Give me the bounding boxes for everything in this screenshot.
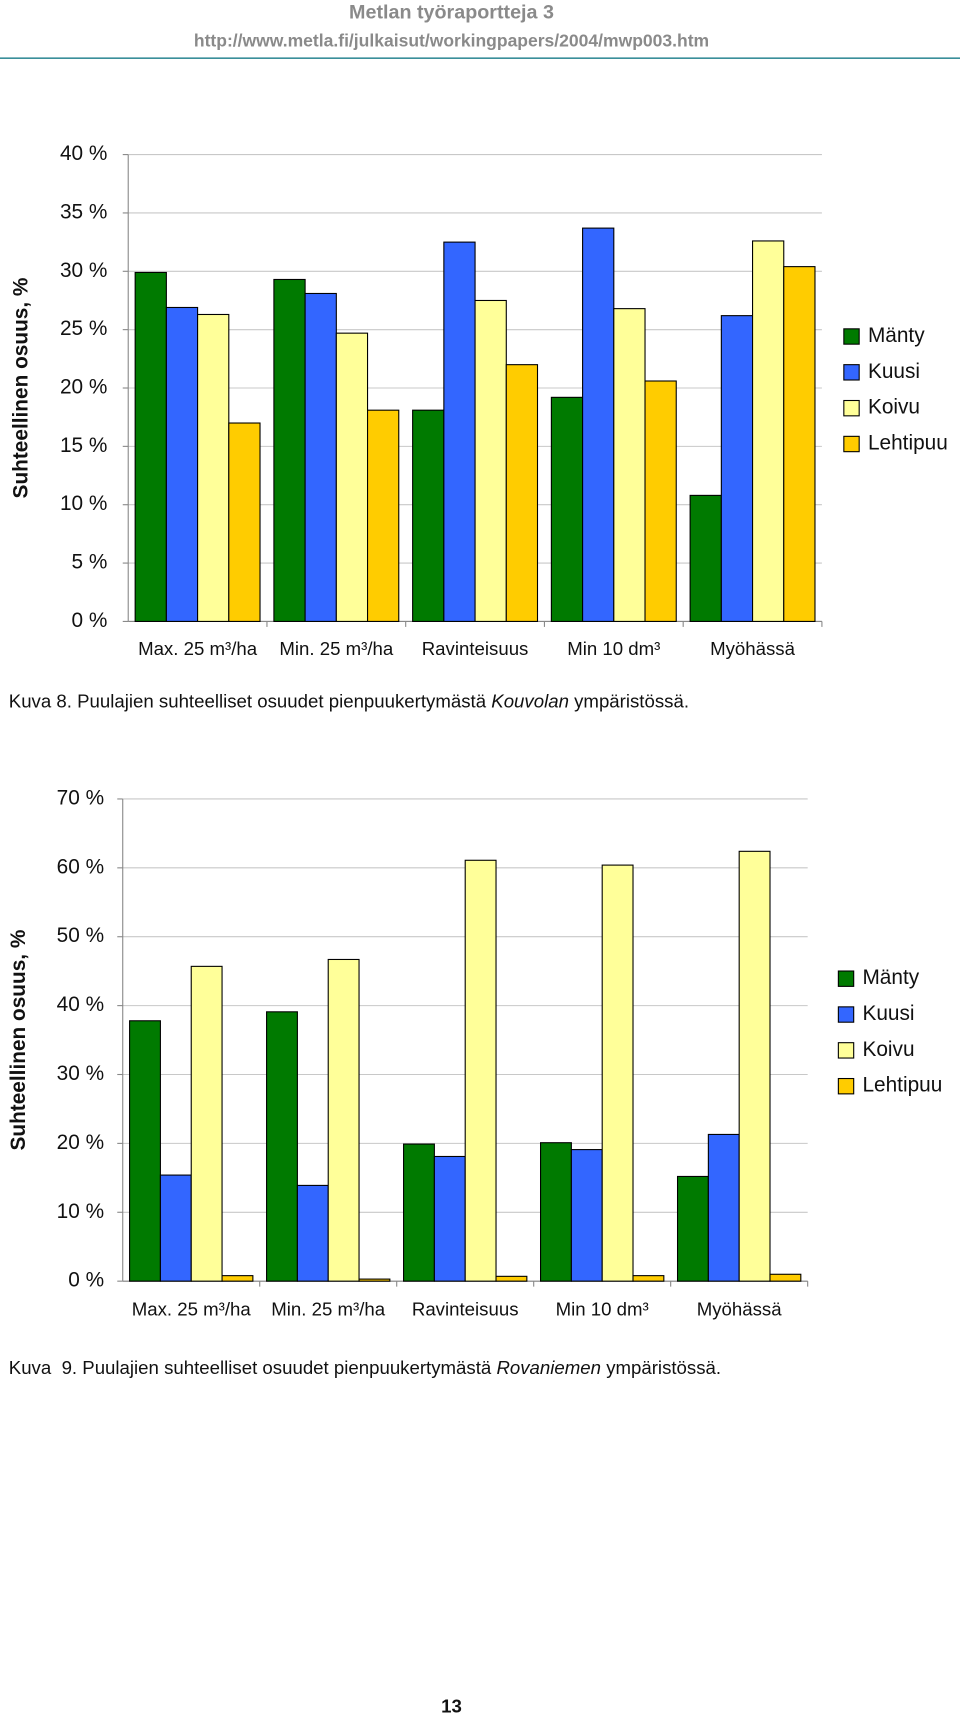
bar <box>505 364 539 622</box>
y-tick-label: 5 % <box>72 551 108 574</box>
bar <box>304 292 337 622</box>
caption-part: ympäristössä. <box>601 1357 721 1378</box>
bar <box>707 1133 740 1282</box>
y-tick-label: 30 % <box>57 1062 104 1085</box>
y-axis-label: Suhteellinen osuus, % <box>7 930 30 1151</box>
legend-swatch <box>843 399 860 417</box>
bar <box>582 227 615 622</box>
y-tick-label: 60 % <box>57 855 104 878</box>
legend-label: Koivu <box>862 1038 914 1061</box>
bar <box>190 965 223 1282</box>
legend-swatch <box>843 328 860 345</box>
bar <box>273 278 306 622</box>
bar <box>358 1278 391 1282</box>
caption-part: Kuva 8. Puulajien suhteelliset osuudet p… <box>9 690 492 711</box>
x-tick-label: Max. 25 m³/ha <box>132 1299 252 1320</box>
y-tick-label: 10 % <box>60 492 107 515</box>
page-number: 13 <box>441 1695 462 1713</box>
bar <box>644 380 677 622</box>
bar <box>601 864 634 1282</box>
bar <box>738 850 771 1282</box>
bar <box>335 332 369 622</box>
y-tick-label: 35 % <box>60 200 107 223</box>
legend-swatch <box>837 1042 855 1059</box>
bar <box>550 396 584 622</box>
y-tick-label: 20 % <box>57 1131 104 1154</box>
y-tick-label: 20 % <box>60 376 107 399</box>
x-tick-label: Min 10 dm³ <box>556 1299 649 1320</box>
x-tick-label: Min. 25 m³/ha <box>279 638 394 659</box>
bar <box>613 308 646 622</box>
y-tick-label: 50 % <box>57 924 104 947</box>
bar <box>366 409 400 622</box>
bar <box>129 1020 161 1282</box>
legend-swatch <box>843 364 860 381</box>
bar <box>720 315 754 622</box>
legend-swatch <box>837 1006 855 1023</box>
caption-part: Kouvolan <box>491 690 569 711</box>
legend-label: Lehtipuu <box>868 432 948 455</box>
bar <box>443 241 476 622</box>
bar <box>474 299 507 622</box>
y-tick-label: 0 % <box>72 609 108 632</box>
y-tick-label: 0 % <box>68 1269 104 1292</box>
bar <box>433 1155 466 1282</box>
y-tick-label: 40 % <box>60 142 107 165</box>
x-tick-label: Max. 25 m³/ha <box>138 638 258 659</box>
caption-part: Kuva 9. Puulajien suhteelliset osuudet p… <box>9 1357 497 1378</box>
legend-swatch <box>837 1077 855 1095</box>
legend-swatch <box>837 970 855 987</box>
bar <box>689 494 722 622</box>
y-axis-label: Suhteellinen osuus, % <box>9 278 32 499</box>
caption: Kuva 9. Puulajien suhteelliset osuudet p… <box>9 1357 721 1378</box>
bar <box>464 859 497 1282</box>
legend-label: Mänty <box>868 324 925 347</box>
bar <box>412 409 445 622</box>
header-title: Metlan työraportteja 3 <box>349 1 554 23</box>
legend-label: Mänty <box>862 966 919 989</box>
x-tick-label: Myöhässä <box>710 638 796 659</box>
caption-part: Rovaniemen <box>496 1357 601 1378</box>
x-tick-label: Min 10 dm³ <box>567 638 660 659</box>
bar <box>159 1174 192 1282</box>
bar <box>752 240 785 622</box>
bar <box>783 266 816 622</box>
y-tick-label: 10 % <box>57 1200 104 1223</box>
bar <box>327 958 360 1282</box>
bar <box>495 1275 528 1282</box>
legend-label: Kuusi <box>868 360 920 383</box>
legend-label: Lehtipuu <box>862 1074 942 1097</box>
bar <box>539 1142 572 1282</box>
bar <box>134 271 167 622</box>
y-tick-label: 70 % <box>57 786 104 809</box>
bar <box>228 422 261 622</box>
bar <box>197 313 230 622</box>
legend-label: Koivu <box>868 396 920 419</box>
legend-label: Kuusi <box>862 1002 914 1025</box>
x-tick-label: Min. 25 m³/ha <box>271 1299 386 1320</box>
bar <box>296 1184 329 1282</box>
caption-part: ympäristössä. <box>569 690 689 711</box>
bar <box>266 1011 298 1282</box>
x-tick-label: Ravinteisuus <box>412 1299 519 1320</box>
y-tick-label: 30 % <box>60 259 107 282</box>
bar <box>632 1275 665 1282</box>
bar <box>676 1175 709 1282</box>
bar <box>403 1143 435 1282</box>
legend-swatch <box>843 435 860 453</box>
y-tick-label: 25 % <box>60 317 107 340</box>
bar <box>769 1273 802 1282</box>
x-tick-label: Ravinteisuus <box>422 638 529 659</box>
x-tick-label: Myöhässä <box>697 1299 783 1320</box>
caption: Kuva 8. Puulajien suhteelliset osuudet p… <box>9 690 689 711</box>
header-url: http://www.metla.fi/julkaisut/workingpap… <box>194 30 709 50</box>
y-tick-label: 15 % <box>60 434 107 457</box>
bar <box>570 1149 603 1282</box>
bar <box>165 306 199 622</box>
bar <box>221 1275 254 1282</box>
y-tick-label: 40 % <box>57 993 104 1016</box>
